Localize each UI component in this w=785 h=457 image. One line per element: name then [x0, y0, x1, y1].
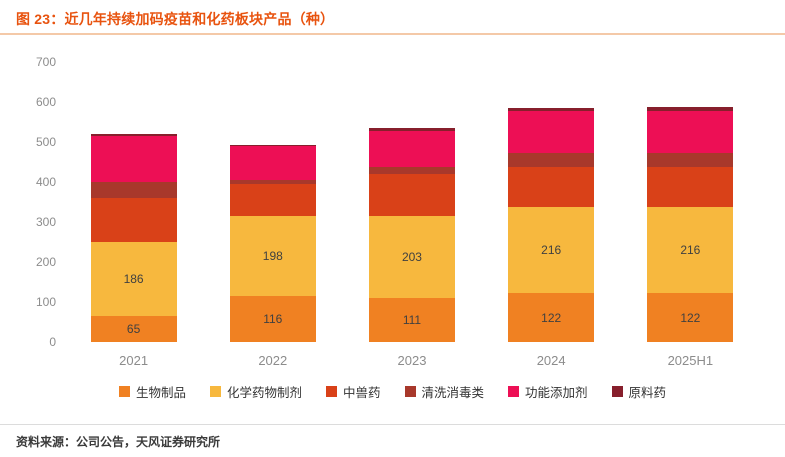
y-tick-label: 100	[35, 295, 56, 309]
bar-segment	[508, 108, 595, 111]
legend-item: 化学药物制剂	[209, 382, 302, 401]
x-axis-label: 2025H1	[667, 353, 714, 368]
bar-segment: 216	[508, 206, 595, 294]
bar-segment	[647, 152, 734, 167]
legend-label: 化学药物制剂	[226, 386, 302, 400]
bar-value-label: 122	[541, 310, 562, 325]
bar-segment: 122	[647, 293, 734, 342]
bar-segment	[368, 167, 455, 175]
legend-label: 清洗消毒类	[421, 386, 485, 400]
bar-stack: 65 186	[90, 134, 177, 342]
legend-label: 功能添加剂	[525, 386, 588, 400]
plot-area: 65 186 2021 116 198 2022 111 203 2023 122 216 2024 1…	[64, 62, 760, 368]
bar-segment	[229, 146, 316, 181]
legend-swatch	[209, 386, 221, 397]
legend-label: 中兽药	[342, 386, 381, 400]
bar-column: 116 198 2022	[229, 62, 316, 368]
title-underline	[0, 33, 785, 35]
bar-segment	[647, 107, 734, 111]
bar-segment	[90, 197, 177, 242]
bar-segment	[368, 174, 455, 217]
bar-segment	[508, 152, 595, 167]
bar-value-label: 186	[123, 271, 144, 286]
bar-segment	[508, 110, 595, 153]
bar-segment: 116	[229, 295, 316, 342]
bar-value-label: 65	[126, 322, 141, 336]
bar-value-label: 111	[402, 312, 422, 327]
legend-item: 清洗消毒类	[404, 382, 485, 401]
bar-column: 122 216 2025H1	[647, 62, 734, 368]
chart-legend: 生物制品 化学药物制剂 中兽药 清洗消毒类 功能添加剂 原料药	[0, 382, 785, 401]
y-tick-label: 0	[49, 335, 56, 349]
legend-item: 原料药	[611, 382, 667, 401]
bar-segment: 122	[508, 293, 595, 342]
y-tick-label: 500	[35, 135, 56, 149]
y-tick-label: 700	[35, 55, 56, 69]
legend-item: 中兽药	[325, 382, 381, 401]
y-axis: 0 100 200 300 400 500 600 700	[14, 55, 56, 349]
bar-value-label: 216	[541, 243, 562, 257]
legend-swatch	[404, 386, 416, 397]
bar-segment	[368, 131, 455, 168]
bar-value-label: 216	[680, 243, 701, 257]
y-tick-label: 200	[35, 255, 56, 269]
x-axis-label: 2021	[119, 353, 149, 368]
bar-value-label: 116	[263, 311, 283, 326]
bar-segment	[508, 166, 595, 207]
bar-segment	[229, 184, 316, 217]
legend-item: 生物制品	[118, 382, 186, 401]
x-axis-label: 2023	[397, 353, 427, 368]
bar-value-label: 203	[401, 250, 422, 265]
legend-label: 生物制品	[135, 386, 186, 400]
legend-swatch	[508, 386, 520, 397]
bar-stack: 111 203	[368, 128, 455, 342]
source-note: 资料来源：公司公告，天风证券研究所	[16, 435, 221, 449]
bar-segment: 203	[368, 216, 455, 298]
x-axis-label: 2024	[536, 353, 566, 368]
footer-divider	[0, 424, 785, 425]
bar-column: 65 186 2021	[90, 62, 177, 368]
bar-segment	[90, 136, 177, 183]
bar-segment: 198	[229, 216, 316, 296]
legend-item: 功能添加剂	[508, 382, 588, 401]
legend-swatch	[118, 386, 130, 397]
bar-column: 111 203 2023	[368, 62, 455, 368]
bar-value-label: 122	[680, 310, 701, 325]
y-tick-label: 600	[35, 95, 56, 109]
bar-value-label: 198	[262, 249, 283, 264]
bar-segment	[368, 128, 455, 132]
y-tick-label: 300	[35, 215, 56, 229]
stacked-bar-chart: 0 100 200 300 400 500 600 700 65 186 2021 116 198 20…	[0, 40, 785, 380]
bar-segment	[229, 180, 316, 185]
bar-segment	[229, 144, 316, 147]
bar-segment: 186	[90, 241, 177, 316]
bar-segment	[647, 110, 734, 153]
bar-segment	[90, 182, 177, 198]
x-axis-label: 2022	[258, 353, 288, 368]
figure-title: 图 23：近几年持续加码疫苗和化药板块产品（种）	[16, 11, 335, 27]
legend-swatch	[325, 386, 337, 397]
bar-segment	[647, 166, 734, 207]
bars-container: 65 186 2021 116 198 2022 111 203 2023 122 216 2024 1…	[64, 62, 760, 368]
bar-segment: 111	[368, 297, 455, 342]
bar-stack: 122 216	[647, 107, 734, 342]
legend-label: 原料药	[628, 386, 667, 400]
y-tick-label: 400	[35, 175, 56, 189]
bar-segment: 216	[647, 206, 734, 294]
bar-stack: 122 216	[508, 108, 595, 342]
bar-stack: 116 198	[229, 144, 316, 342]
bar-segment	[90, 134, 177, 137]
bar-segment: 65	[90, 316, 177, 342]
bar-column: 122 216 2024	[508, 62, 595, 368]
legend-swatch	[611, 386, 623, 397]
